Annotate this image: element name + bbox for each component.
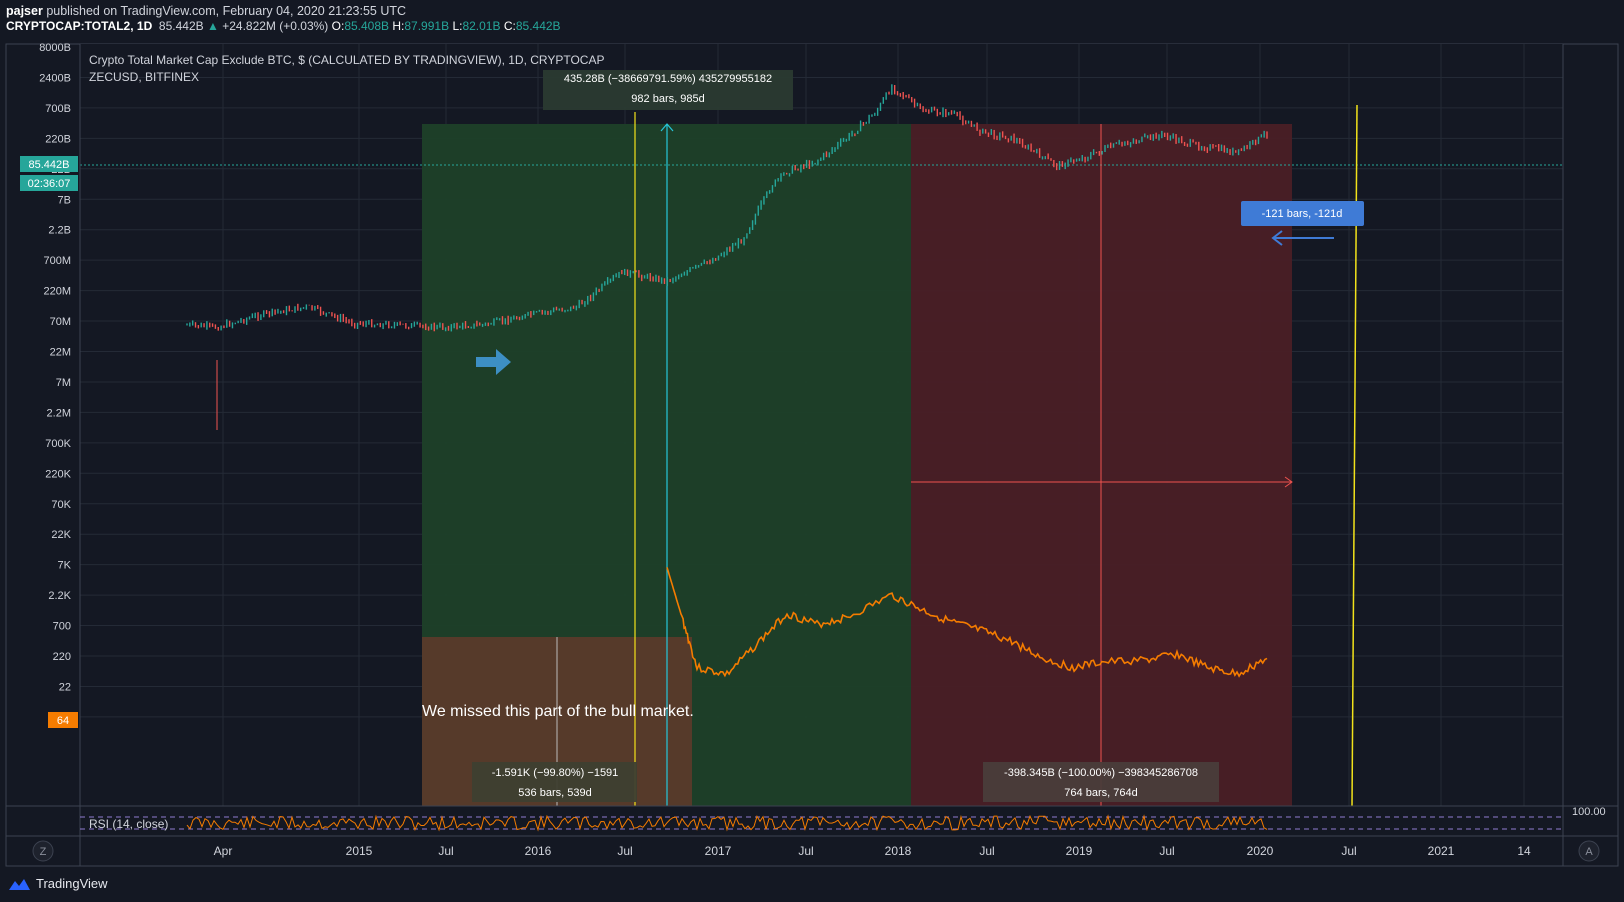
compare-price-tag-text: 64	[57, 715, 69, 727]
time-tick-label: Apr	[214, 844, 233, 858]
time-tick-label: Jul	[979, 844, 994, 858]
price-tick-label: 70K	[51, 499, 71, 511]
countdown-tag-text: 02:36:07	[28, 178, 71, 190]
author-name[interactable]: pajser	[6, 4, 43, 18]
time-tick-label: 2021	[1428, 844, 1455, 858]
price-tick-label: 700B	[45, 103, 71, 115]
price-change: +24.822M (+0.03%)	[222, 19, 329, 33]
time-tick-label: Jul	[1159, 844, 1174, 858]
price-tick-label: 700	[53, 621, 71, 633]
time-tick-label: Jul	[798, 844, 813, 858]
time-tick-label: 2020	[1247, 844, 1274, 858]
green-measure-label-box	[543, 70, 793, 110]
green-measure-line1: 435.28B (−38669791.59%) 435279955182	[564, 73, 772, 85]
close-value: 85.442B	[515, 19, 561, 33]
bars-count-badge[interactable]	[1241, 201, 1364, 226]
bars-count-text: -121 bars, -121d	[1262, 208, 1343, 220]
orange-measure-line2: 536 bars, 539d	[518, 787, 591, 799]
price-tick-label: 2400B	[39, 72, 71, 84]
compare-price-tag	[48, 712, 78, 728]
time-tick-label: Jul	[617, 844, 632, 858]
high-value: 87.991B	[404, 19, 450, 33]
time-tick-label: 2018	[885, 844, 912, 858]
price-tick-label: 22M	[50, 347, 71, 359]
price-tick-label: 22	[59, 681, 71, 693]
low-value: 82.01B	[462, 19, 501, 33]
price-tick-label: 2.2B	[48, 225, 71, 237]
publish-line: pajser published on TradingView.com, Feb…	[6, 4, 561, 19]
price-tick-label: 70M	[50, 316, 71, 328]
cloud-logo-icon	[9, 878, 30, 890]
ohlc-line: CRYPTOCAP:TOTAL2, 1D 85.442B ▲ +24.822M …	[6, 19, 561, 34]
rsi-line[interactable]	[186, 814, 1268, 832]
price-tick-label: 220K	[45, 468, 71, 480]
z-button-label: Z	[40, 846, 47, 858]
main-series-candles[interactable]	[186, 84, 1268, 430]
price-tick-label: 7K	[58, 560, 72, 572]
main-series-legend[interactable]: Crypto Total Market Cap Exclude BTC, $ (…	[89, 53, 604, 67]
time-tick-label: 2015	[346, 844, 373, 858]
close-label: C:	[503, 19, 516, 33]
published-text: published on TradingView.com, February 0…	[46, 4, 407, 18]
orange-measure-line1: -1.591K (−99.80%) −1591	[492, 767, 619, 779]
compare-series-line[interactable]	[666, 567, 1268, 678]
blue-arrow-icon[interactable]	[476, 349, 511, 375]
low-label: L:	[452, 19, 463, 33]
auto-scale-button[interactable]	[1578, 840, 1600, 862]
zoom-reset-button[interactable]	[32, 840, 54, 862]
countdown-tag	[20, 175, 78, 191]
price-tick-label: 2.2K	[48, 590, 71, 602]
price-tick-label: 700M	[43, 255, 71, 267]
price-tick-label: 7M	[56, 377, 71, 389]
rsi-top-value: 100.00	[1572, 806, 1606, 818]
open-label: O:	[331, 19, 345, 33]
price-tick-label: 220M	[43, 286, 71, 298]
time-tick-label: Jul	[438, 844, 453, 858]
price-tick-label: 7B	[58, 194, 71, 206]
main-price-tag-text: 85.442B	[29, 159, 70, 171]
last-price: 85.442B	[158, 19, 204, 33]
price-tick-label: 700K	[45, 438, 71, 450]
brand-name: TradingView	[36, 876, 108, 891]
red-measure-line2: 764 bars, 764d	[1064, 787, 1137, 799]
price-tick-label: 22K	[51, 529, 71, 541]
high-label: H:	[392, 19, 405, 33]
annotation-text[interactable]: We missed this part of the bull market.	[422, 703, 694, 720]
orange-measure-label-box	[472, 762, 637, 802]
up-triangle-icon: ▲	[206, 19, 219, 33]
rsi-legend[interactable]: RSI (14, close)	[89, 817, 168, 831]
time-axis[interactable]: Apr 2015 Jul 2016 Jul 2017 Jul 2018 Jul 2019 Jul 20…	[214, 844, 1531, 858]
price-tick-label: 220	[53, 651, 71, 663]
open-value: 85.408B	[344, 19, 390, 33]
price-tick-label: 8000B	[39, 42, 71, 54]
symbol-label[interactable]: CRYPTOCAP:TOTAL2, 1D	[6, 19, 153, 33]
time-tick-label: 14	[1517, 844, 1531, 858]
compare-series-legend[interactable]: ZECUSD, BITFINEX	[89, 70, 199, 84]
time-tick-label: 2017	[705, 844, 732, 858]
red-measure-label-box	[983, 762, 1219, 802]
red-arrow-head-icon	[1284, 476, 1293, 488]
main-price-tag	[20, 156, 78, 172]
time-tick-label: Jul	[1341, 844, 1356, 858]
header: pajser published on TradingView.com, Feb…	[6, 4, 561, 34]
green-measure-line2: 982 bars, 985d	[631, 93, 704, 105]
time-tick-label: 2016	[525, 844, 552, 858]
price-tick-label: 2.2M	[47, 407, 71, 419]
price-axis[interactable]: 8000B2400B700B220B22B7B2.2B700M220M70M22…	[39, 42, 71, 724]
tradingview-brand[interactable]: TradingView	[6, 876, 108, 891]
time-tick-label: 2019	[1066, 844, 1093, 858]
cyan-arrow-head-icon	[660, 123, 674, 132]
red-measure-line1: -398.345B (−100.00%) −398345286708	[1004, 767, 1198, 779]
price-tick-label: 220B	[45, 133, 71, 145]
left-arrow-icon[interactable]	[1271, 230, 1334, 246]
a-button-label: A	[1585, 846, 1593, 858]
